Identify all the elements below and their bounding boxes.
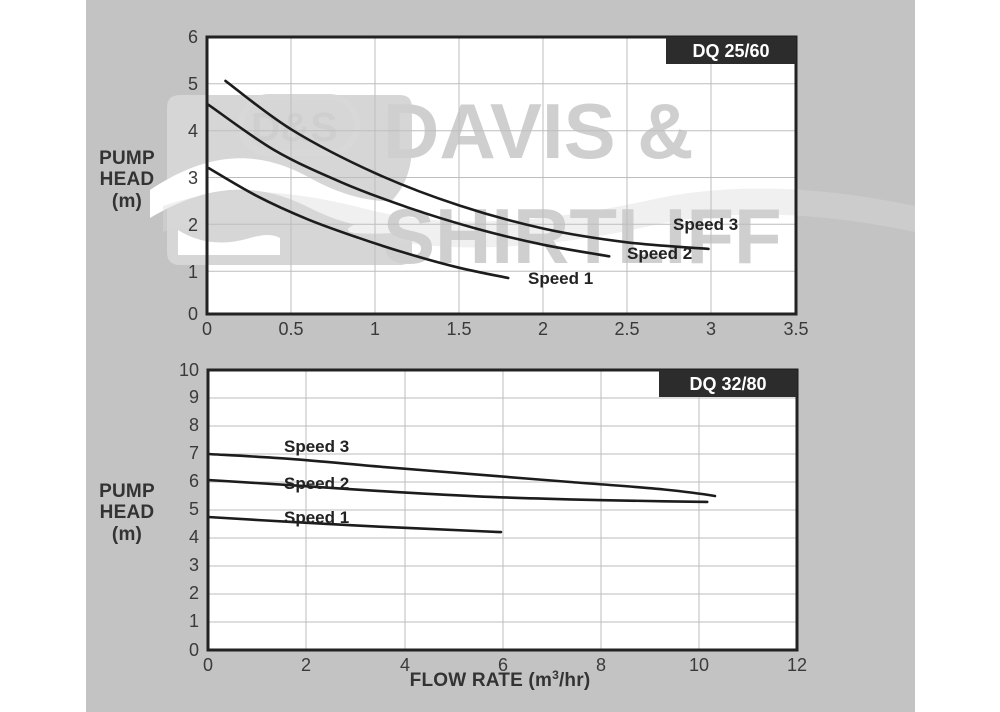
svg-text:3.5: 3.5 [783,319,808,339]
svg-text:0: 0 [188,304,198,324]
svg-text:1.5: 1.5 [446,319,471,339]
svg-text:Speed 2: Speed 2 [284,474,349,493]
svg-text:DQ 25/60: DQ 25/60 [692,41,769,61]
svg-text:0: 0 [202,319,212,339]
svg-text:6: 6 [498,655,508,675]
svg-text:3: 3 [189,555,199,575]
svg-text:Speed 3: Speed 3 [673,215,738,234]
svg-text:Speed 3: Speed 3 [284,437,349,456]
svg-text:Speed 1: Speed 1 [528,269,593,288]
svg-text:10: 10 [179,360,199,380]
svg-text:5: 5 [188,74,198,94]
svg-text:1: 1 [188,262,198,282]
svg-text:6: 6 [188,27,198,47]
svg-text:1: 1 [189,611,199,631]
svg-text:2.5: 2.5 [614,319,639,339]
svg-text:6: 6 [189,471,199,491]
svg-text:4: 4 [189,527,199,547]
svg-text:1: 1 [370,319,380,339]
svg-text:0: 0 [189,640,199,660]
svg-text:3: 3 [188,168,198,188]
svg-text:9: 9 [189,387,199,407]
svg-text:4: 4 [400,655,410,675]
svg-text:Speed 2: Speed 2 [627,244,692,263]
svg-text:8: 8 [189,415,199,435]
svg-text:10: 10 [689,655,709,675]
svg-text:7: 7 [189,443,199,463]
svg-text:Speed 1: Speed 1 [284,508,349,527]
svg-text:0.5: 0.5 [278,319,303,339]
svg-text:3: 3 [706,319,716,339]
svg-text:2: 2 [538,319,548,339]
svg-text:4: 4 [188,121,198,141]
svg-text:12: 12 [787,655,807,675]
svg-text:2: 2 [189,583,199,603]
svg-text:5: 5 [189,499,199,519]
svg-text:8: 8 [596,655,606,675]
svg-text:0: 0 [203,655,213,675]
svg-text:2: 2 [188,215,198,235]
svg-text:DQ 32/80: DQ 32/80 [689,374,766,394]
svg-text:2: 2 [301,655,311,675]
